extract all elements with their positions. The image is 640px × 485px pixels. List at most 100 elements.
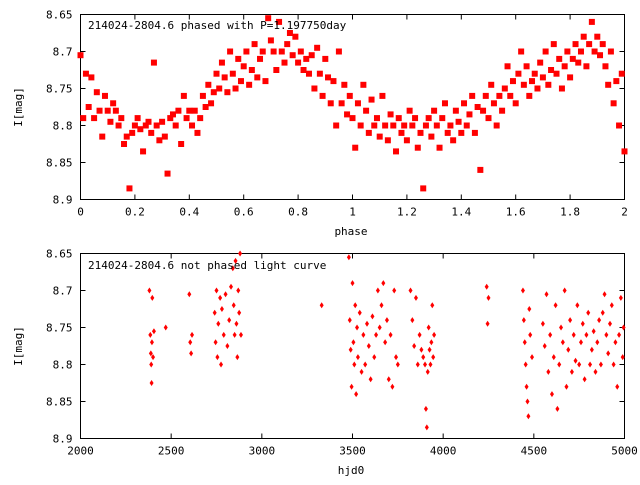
phased-data-point [433, 122, 440, 129]
phased-data-point [550, 41, 557, 48]
unphased-x-tick-label: 4500 [521, 445, 548, 458]
unphased-data-point [413, 294, 418, 301]
phased-data-point [107, 118, 114, 125]
phased-x-tick-label: 0 [77, 206, 84, 219]
phased-data-point [384, 137, 391, 144]
phased-y-axis-label: I[mag] [12, 87, 25, 127]
phased-data-point [286, 30, 293, 36]
phased-data-point [458, 129, 465, 136]
unphased-data-point [372, 354, 377, 361]
phased-data-point [580, 33, 587, 40]
phased-data-point [501, 85, 508, 92]
phased-data-point [278, 48, 285, 55]
unphased-data-point [621, 324, 626, 331]
unphased-data-point [365, 320, 370, 327]
phased-data-point [289, 52, 296, 59]
unphased-data-point [379, 302, 384, 309]
unphased-data-point [618, 294, 623, 301]
phased-data-point [134, 115, 141, 122]
unphased-data-point [319, 302, 324, 309]
unphased-data-point [363, 361, 368, 368]
unphased-x-tick-label: 3500 [339, 445, 366, 458]
phased-data-point [616, 122, 623, 129]
phased-data-point [121, 141, 128, 147]
unphased-data-point [354, 391, 359, 398]
unphased-data-point [591, 328, 596, 335]
unphased-title: 214024-2804.6 not phased light curve [88, 259, 326, 272]
phased-data-point [403, 137, 410, 144]
unphased-data-point [392, 287, 397, 294]
unphased-data-point [352, 361, 357, 368]
unphased-data-point [350, 280, 355, 287]
phased-data-point [330, 78, 337, 85]
unphased-data-point [190, 331, 195, 338]
phased-data-point [82, 70, 89, 77]
phased-x-tick-label: 1 [349, 206, 356, 219]
unphased-data-point [544, 291, 549, 298]
unphased-data-point [419, 346, 424, 353]
phased-x-tick-label: 0.6 [234, 206, 254, 219]
phased-data-point [216, 85, 223, 92]
unphased-data-point [351, 339, 356, 346]
unphased-data-point [423, 405, 428, 412]
phased-data-point [183, 115, 190, 122]
unphased-data-point [584, 331, 589, 338]
unphased-data-point [386, 376, 391, 383]
phased-data-point [246, 81, 253, 88]
unphased-data-point [431, 354, 436, 361]
phased-data-point [145, 118, 152, 125]
phased-data-point [363, 107, 370, 114]
phased-data-point [131, 122, 138, 129]
phased-data-point [499, 107, 506, 114]
unphased-data-point [577, 361, 582, 368]
unphased-data-point [366, 343, 371, 349]
phased-data-point [80, 115, 87, 122]
phased-data-point [229, 70, 236, 77]
phased-x-tick-label: 0.4 [179, 206, 199, 219]
unphased-data-point [548, 331, 553, 338]
unphased-data-point [374, 331, 379, 338]
phased-data-point [607, 48, 614, 55]
unphased-data-point [553, 302, 558, 309]
unphased-data-point [575, 302, 580, 309]
unphased-data-point [620, 354, 625, 361]
phased-data-point [420, 185, 427, 192]
phased-y-tick-label: 8.9 [53, 194, 73, 207]
phased-data-point [488, 81, 495, 88]
unphased-data-point [221, 331, 226, 338]
phased-data-point [401, 122, 408, 129]
unphased-data-point [149, 361, 154, 368]
phased-data-point [548, 67, 555, 73]
phased-data-point [327, 100, 334, 107]
phased-data-point [335, 48, 342, 55]
phased-data-point [447, 122, 454, 129]
phased-data-point [156, 137, 163, 144]
unphased-data-point [427, 346, 432, 353]
phased-data-point [338, 100, 345, 107]
phased-data-point [153, 122, 160, 129]
unphased-data-point [347, 317, 352, 324]
phased-x-tick-label: 1.8 [560, 206, 580, 219]
phased-data-point [115, 122, 122, 129]
phased-data-point [469, 92, 476, 99]
phased-data-point [542, 48, 549, 55]
unphased-data-point [223, 291, 228, 298]
phased-data-point [267, 37, 274, 44]
unphased-data-point [486, 294, 491, 301]
phased-x-tick-label: 1.2 [397, 206, 417, 219]
unphased-data-point [542, 343, 547, 349]
phased-data-point [129, 129, 136, 136]
unphased-data-point [149, 339, 154, 346]
unphased-data-point [551, 354, 556, 361]
phased-data-point [213, 70, 220, 77]
unphased-data-point [520, 287, 525, 294]
unphased-data-point [571, 331, 576, 338]
phased-data-point [398, 129, 405, 136]
unphased-data-point [598, 361, 603, 368]
phased-data-point [553, 70, 560, 77]
phased-data-point [344, 111, 351, 118]
phased-data-point [572, 41, 579, 48]
phased-data-point [205, 81, 212, 88]
unphased-data-point [430, 302, 435, 309]
phased-data-point [319, 92, 326, 99]
